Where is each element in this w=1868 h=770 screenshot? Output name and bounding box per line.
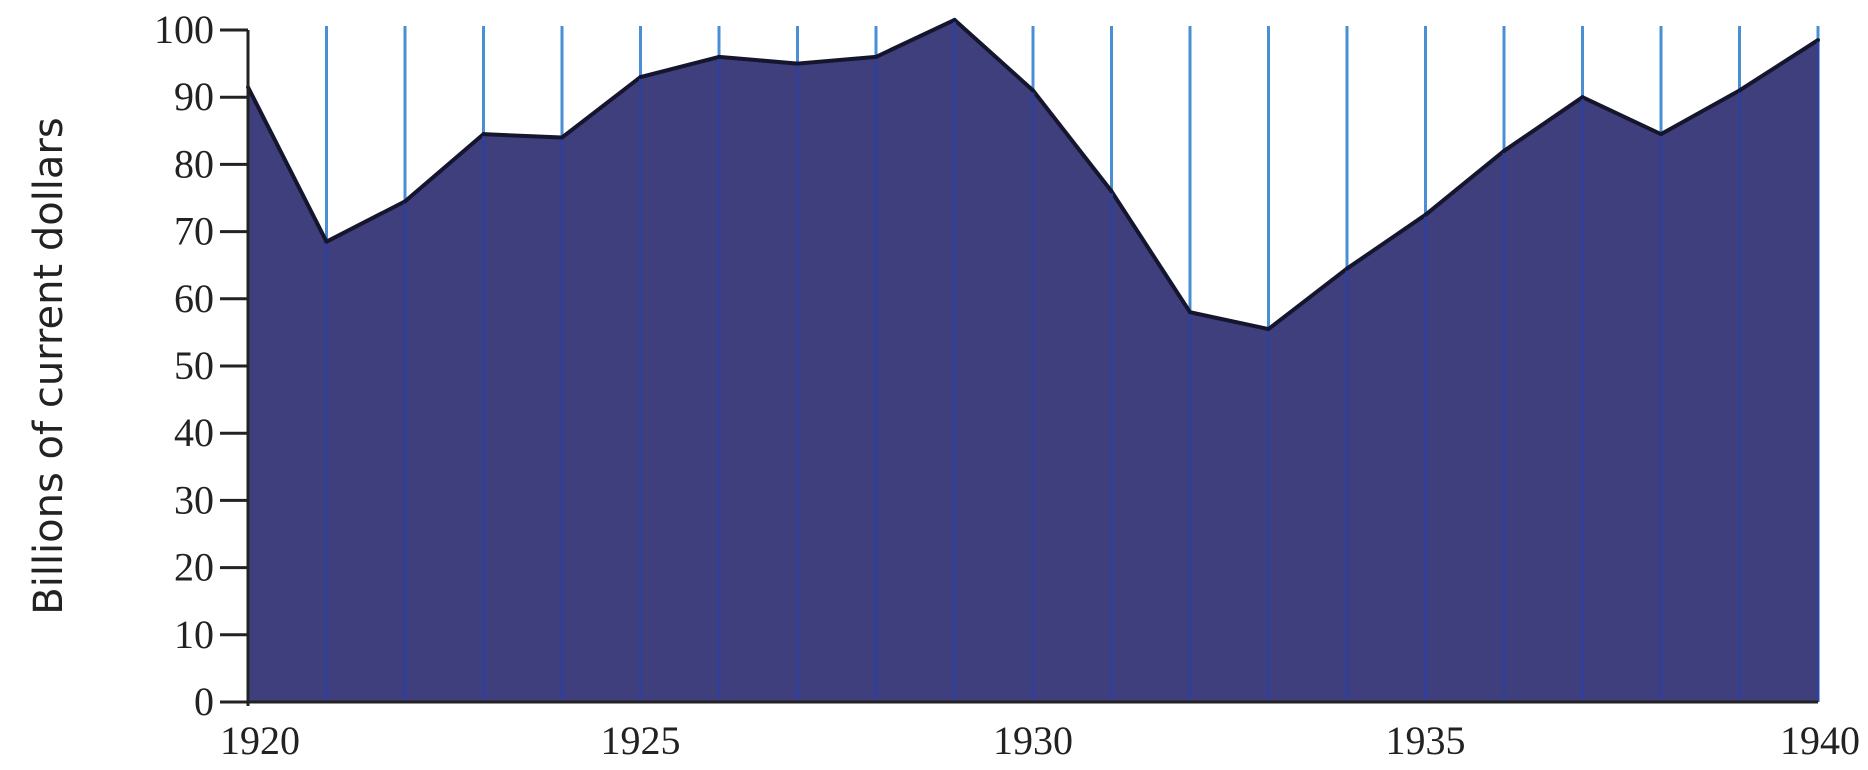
data-point-1938 [1659, 132, 1663, 137]
y-tick-label-50: 50 [174, 343, 214, 388]
overlay-grid-layer [325, 21, 1820, 702]
data-point-1922 [403, 199, 407, 204]
y-tick-label-20: 20 [174, 545, 214, 590]
y-tick-labels: 0 10 20 30 40 50 60 70 80 90 100 [154, 7, 214, 724]
data-point-1923 [481, 132, 486, 137]
data-point-1921 [324, 239, 329, 244]
x-tick-labels: 1920 1925 1930 1935 1940 [220, 718, 1860, 763]
y-tick-label-30: 30 [174, 477, 214, 522]
y-tick-label-100: 100 [154, 7, 214, 52]
data-point-1930 [1031, 88, 1035, 93]
data-point-1940 [1816, 38, 1820, 43]
y-tick-label-80: 80 [174, 141, 214, 186]
data-point-1933 [1266, 327, 1271, 332]
data-point-1937 [1580, 95, 1585, 100]
data-point-1926 [717, 54, 721, 59]
data-point-1934 [1345, 266, 1349, 271]
data-point-1931 [1109, 189, 1114, 194]
data-point-1925 [638, 75, 643, 80]
x-tick-label-1925: 1925 [601, 718, 681, 763]
x-tick-label-1935: 1935 [1386, 718, 1466, 763]
data-point-1939 [1737, 88, 1742, 93]
data-point-1924 [560, 135, 564, 140]
x-tick-label-1920: 1920 [220, 718, 300, 763]
y-tick-label-60: 60 [174, 276, 214, 321]
x-tick-label-1930: 1930 [993, 718, 1073, 763]
data-point-1935 [1423, 212, 1428, 217]
data-point-1928 [874, 54, 878, 59]
axis-layer [220, 28, 1818, 706]
y-tick-label-40: 40 [174, 410, 214, 455]
y-axis-title: Billions of current dollars [26, 117, 72, 614]
y-tick-label-70: 70 [174, 209, 214, 254]
y-tick-label-0: 0 [194, 679, 214, 724]
data-point-1927 [795, 61, 800, 66]
y-tick-label-90: 90 [174, 74, 214, 119]
data-point-1929 [952, 17, 957, 22]
data-point-1936 [1502, 148, 1506, 153]
data-point-1932 [1188, 310, 1192, 315]
x-tick-label-1940: 1940 [1780, 718, 1860, 763]
y-tick-label-10: 10 [174, 612, 214, 657]
